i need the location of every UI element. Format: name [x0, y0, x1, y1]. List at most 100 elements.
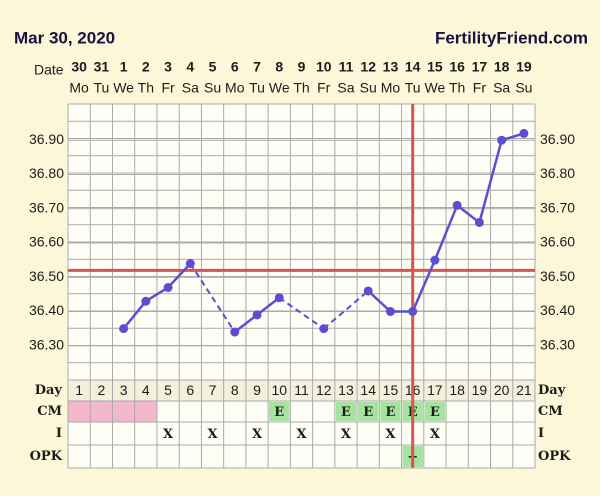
- cm-cell: [358, 402, 379, 421]
- weekday-label: Sa: [182, 80, 199, 96]
- day-entry: 19: [472, 382, 488, 398]
- temperature-point: [452, 200, 462, 210]
- weekday-label: Su: [204, 80, 221, 96]
- intercourse-entry: X: [430, 427, 441, 442]
- temperature-point: [430, 255, 440, 265]
- y-tick-label-right: 36.40: [540, 302, 575, 318]
- date-label: 7: [253, 59, 261, 75]
- row-label: Day: [35, 383, 63, 398]
- row-label-right: OPK: [538, 449, 571, 464]
- temperature-point: [230, 327, 240, 337]
- y-tick-label-right: 36.70: [540, 199, 575, 215]
- temperature-point: [119, 324, 129, 334]
- temperature-bridge: [189, 263, 236, 333]
- weekday-label: Th: [449, 80, 465, 96]
- site-name: FertilityFriend.com: [435, 28, 588, 47]
- date-label: 12: [360, 59, 376, 75]
- cm-entry: E: [385, 405, 395, 420]
- weekday-label: Mo: [381, 80, 401, 96]
- cm-cell: [380, 402, 401, 421]
- period-cell: [68, 401, 91, 422]
- intercourse-entry: X: [208, 427, 219, 442]
- temperature-bridge: [278, 296, 325, 330]
- date-label: Date: [34, 62, 64, 78]
- day-entry: 21: [516, 382, 532, 398]
- row-label: CM: [37, 404, 62, 419]
- date-label: 16: [449, 59, 465, 75]
- temperature-point: [319, 324, 329, 334]
- temperature-point: [363, 286, 373, 296]
- day-entry: 20: [494, 382, 510, 398]
- temperature-point: [252, 310, 262, 320]
- temperature-point: [163, 283, 173, 293]
- weekday-label: Th: [138, 80, 154, 96]
- y-tick-label: 36.50: [29, 268, 64, 284]
- day-entry: 8: [231, 382, 239, 398]
- weekday-label: Fr: [161, 80, 175, 96]
- row-label-right: I: [538, 426, 544, 441]
- weekday-label: Fr: [317, 80, 331, 96]
- weekday-label: We: [113, 80, 134, 96]
- day-entry: 14: [360, 382, 376, 398]
- temperature-point: [274, 293, 284, 303]
- weekday-label: Su: [360, 80, 377, 96]
- temperature-point: [519, 128, 529, 138]
- row-label: OPK: [30, 449, 63, 464]
- date-label: 4: [186, 59, 194, 75]
- day-entry: 1: [75, 382, 83, 398]
- y-tick-label-right: 36.50: [540, 268, 575, 284]
- y-tick-label-right: 36.90: [540, 131, 575, 147]
- weekday-label: We: [269, 80, 290, 96]
- chart-date: Mar 30, 2020: [14, 28, 115, 47]
- day-entry: 6: [186, 382, 194, 398]
- day-row: [68, 380, 535, 401]
- day-entry: 13: [338, 382, 354, 398]
- y-tick-label: 36.90: [29, 131, 64, 147]
- cm-cell: [335, 402, 357, 421]
- y-tick-label: 36.60: [29, 234, 64, 250]
- date-label: 31: [94, 59, 110, 75]
- weekday-label: Su: [515, 80, 532, 96]
- weekday-label: Fr: [473, 80, 487, 96]
- day-entry: 17: [427, 382, 443, 398]
- day-entry: 5: [164, 382, 172, 398]
- date-label: 5: [209, 59, 217, 75]
- cm-entry: E: [430, 405, 440, 420]
- y-tick-label: 36.40: [29, 302, 64, 318]
- period-cell: [112, 401, 135, 422]
- date-label: 15: [427, 59, 443, 75]
- intercourse-entry: X: [163, 427, 174, 442]
- day-entry: 2: [97, 382, 105, 398]
- intercourse-entry: X: [341, 427, 352, 442]
- y-tick-label-right: 36.80: [540, 165, 575, 181]
- weekday-label: Tu: [405, 80, 421, 96]
- day-entry: 18: [449, 382, 465, 398]
- temperature-point: [141, 296, 151, 306]
- date-label: 6: [231, 59, 239, 75]
- date-label: 8: [275, 59, 283, 75]
- temperature-line: [122, 262, 192, 330]
- cm-entry: E: [274, 405, 284, 420]
- date-label: 11: [339, 59, 354, 75]
- period-cell: [134, 401, 157, 422]
- temperature-point: [474, 217, 484, 227]
- date-label: 13: [383, 59, 399, 75]
- date-label: 9: [298, 59, 306, 75]
- date-label: 19: [516, 59, 532, 75]
- row-label-right: CM: [538, 404, 563, 419]
- row-label: I: [56, 426, 62, 441]
- intercourse-entry: X: [296, 427, 307, 442]
- date-label: 1: [120, 59, 128, 75]
- day-entry: 9: [253, 382, 261, 398]
- weekday-label: Th: [293, 80, 309, 96]
- weekday-label: Tu: [249, 80, 265, 96]
- temperature-point: [385, 307, 395, 316]
- temperature-point: [408, 307, 418, 316]
- weekday-label: Sa: [493, 80, 510, 96]
- day-entry: 3: [120, 382, 128, 398]
- date-label: 10: [316, 59, 332, 75]
- y-tick-label-right: 36.30: [540, 336, 575, 352]
- date-label: 2: [142, 59, 150, 75]
- day-entry: 10: [271, 382, 287, 398]
